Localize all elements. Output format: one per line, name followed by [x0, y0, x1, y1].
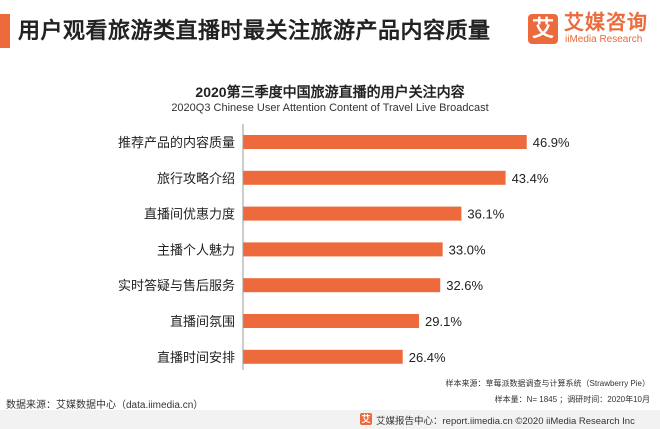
logo-mark-icon: 艾: [528, 14, 558, 44]
category-label: 旅行攻略介绍: [157, 171, 235, 187]
report-center-text: 艾媒报告中心：report.iimedia.cn ©2020 iiMedia R…: [376, 416, 635, 427]
iimedia-logo: 艾 艾媒咨询 iiMedia Research: [528, 12, 654, 52]
value-label: 36.1%: [467, 207, 504, 222]
chart-title: 2020第三季度中国旅游直播的用户关注内容: [195, 84, 465, 100]
category-label: 直播间氛围: [170, 315, 235, 330]
logo-chinese-text: 艾媒咨询: [564, 12, 648, 34]
value-label: 26.4%: [409, 350, 446, 365]
category-label: 实时答疑与售后服务: [118, 278, 235, 294]
bar-chart: 推荐产品的内容质量 46.9% 旅行攻略介绍 43.4% 直播间优惠力度 36.1% 主播个…: [118, 124, 570, 370]
value-label: 43.4%: [512, 171, 549, 186]
logo-english-text: iiMedia Research: [565, 34, 643, 45]
footer-bar: [0, 410, 660, 429]
bar: [243, 278, 441, 293]
chart-subtitle: 2020Q3 Chinese User Attention Content of…: [171, 102, 489, 114]
bar: [243, 135, 527, 149]
bar: [243, 349, 403, 364]
data-source: 数据来源：艾媒数据中心（data.iimedia.cn）: [6, 400, 204, 411]
sample-size: 样本量：N= 1845 ；调研时间：2020年10月: [494, 395, 650, 404]
bar: [243, 206, 462, 221]
bar: [243, 242, 443, 257]
category-label: 主播个人魅力: [157, 243, 235, 258]
bar: [243, 170, 506, 185]
report-center-icon: 艾: [360, 413, 372, 425]
value-label: 46.9%: [533, 135, 570, 150]
title-accent-bar: [0, 14, 10, 48]
category-label: 直播时间安排: [157, 351, 235, 366]
value-label: 32.6%: [446, 278, 483, 293]
value-label: 29.1%: [425, 314, 462, 329]
page-title: 用户观看旅游类直播时最关注旅游产品内容质量: [18, 18, 491, 43]
category-label: 直播间优惠力度: [144, 207, 235, 223]
category-label: 推荐产品的内容质量: [118, 135, 235, 151]
value-label: 33.0%: [449, 242, 486, 257]
bar: [243, 314, 420, 328]
sample-source: 样本来源：草莓派数据调查与计算系统（Strawberry Pie）: [445, 379, 650, 388]
